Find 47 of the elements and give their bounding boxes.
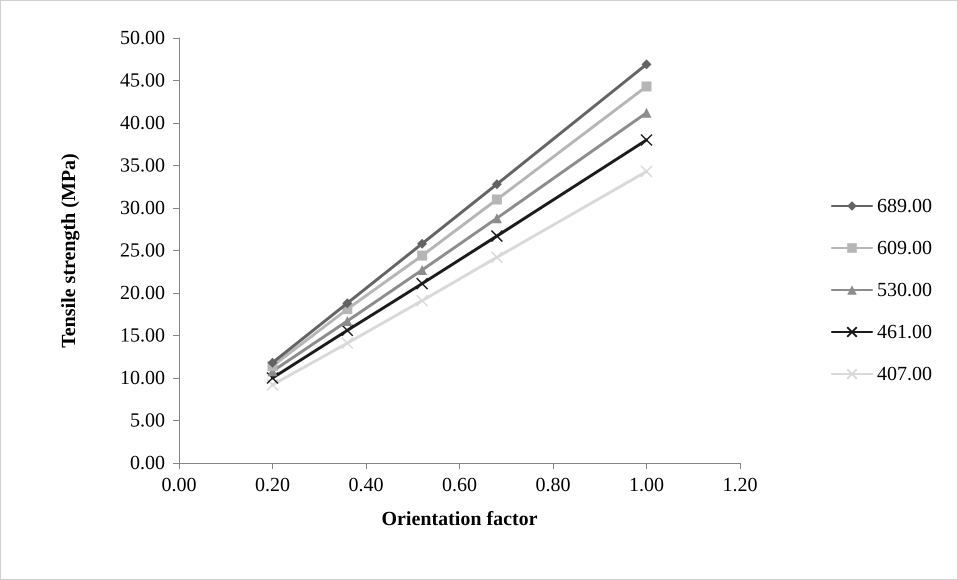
y-tick-label: 10.00 — [120, 367, 165, 389]
point — [642, 81, 652, 92]
point — [492, 213, 502, 224]
point — [490, 230, 504, 242]
legend-label: 530.00 — [877, 279, 932, 301]
point — [266, 378, 279, 392]
y-tick-label: 40.00 — [120, 112, 165, 134]
x-tick-label: 0.20 — [255, 474, 290, 496]
x-tick-label: 1.00 — [629, 474, 664, 496]
legend-label: 461.00 — [877, 321, 932, 343]
point — [417, 238, 428, 249]
point — [492, 194, 502, 204]
point — [342, 316, 352, 326]
y-tick-label: 45.00 — [120, 70, 165, 92]
y-tick-label: 20.00 — [120, 282, 165, 304]
point — [417, 250, 428, 261]
x-tick-label: 1.20 — [722, 474, 758, 496]
x-tick-label: 0.40 — [348, 474, 384, 496]
point — [341, 336, 354, 350]
legend-label: 609.00 — [877, 237, 932, 259]
point — [417, 265, 428, 276]
legend-label: 689.00 — [877, 195, 932, 217]
x-tick-label: 0.60 — [442, 474, 477, 496]
y-tick-label: 5.00 — [130, 410, 165, 432]
point — [268, 358, 278, 368]
y-tick-label: 35.00 — [120, 154, 165, 176]
y-tick-label: 30.00 — [120, 197, 165, 219]
y-tick-label: 15.00 — [120, 324, 165, 346]
legend-label: 407.00 — [877, 363, 932, 385]
point — [341, 324, 354, 337]
point — [640, 165, 653, 178]
y-tick-label: 25.00 — [120, 240, 165, 262]
point — [492, 179, 502, 190]
point — [640, 134, 653, 146]
x-tick-label: 0.80 — [536, 474, 570, 496]
point — [642, 59, 652, 70]
point — [266, 372, 279, 384]
y-tick-label: 50.00 — [120, 27, 165, 49]
x-tick-label: 0.00 — [162, 474, 196, 496]
y-axis-title: Tensile strength (MPa) — [58, 153, 80, 348]
point — [416, 294, 428, 307]
point — [342, 298, 352, 308]
point — [642, 108, 652, 118]
point — [490, 251, 504, 264]
x-axis-title: Orientation factor — [381, 508, 538, 530]
point — [416, 277, 428, 290]
y-tick-label: 0.00 — [130, 452, 165, 474]
